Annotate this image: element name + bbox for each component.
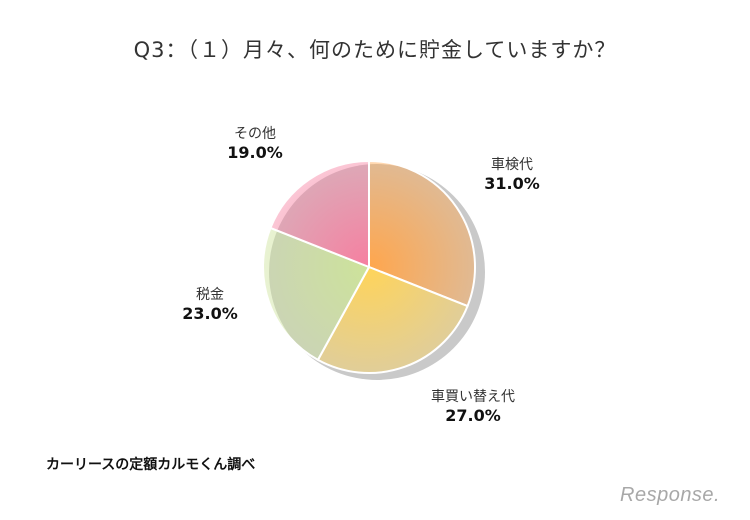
slice-value: 23.0% xyxy=(182,303,238,323)
pie-slice xyxy=(368,159,476,308)
source-note: カーリースの定額カルモくん調べ xyxy=(46,457,256,473)
slice-value: 19.0% xyxy=(227,142,283,162)
slice-name: 車検代 xyxy=(491,157,533,173)
slice-name: その他 xyxy=(234,126,276,142)
slice-label-car-replacement: 車買い替え代 27.0% xyxy=(418,389,528,425)
pie-slices xyxy=(262,159,476,374)
response-logo: Response. xyxy=(620,484,721,506)
slice-value: 27.0% xyxy=(445,405,501,425)
slice-label-vehicle-inspection: 車検代 31.0% xyxy=(472,157,552,193)
pie-slice xyxy=(269,159,370,269)
chart-title: Q3：（１）月々、何のために貯金していますか？ xyxy=(133,38,617,62)
slice-name: 税金 xyxy=(196,287,224,303)
slice-name: 車買い替え代 xyxy=(431,389,515,405)
slice-value: 31.0% xyxy=(484,173,540,193)
slice-label-taxes: 税金 23.0% xyxy=(170,287,250,323)
pie-slice xyxy=(262,226,371,362)
slice-label-other: その他 19.0% xyxy=(215,126,295,162)
